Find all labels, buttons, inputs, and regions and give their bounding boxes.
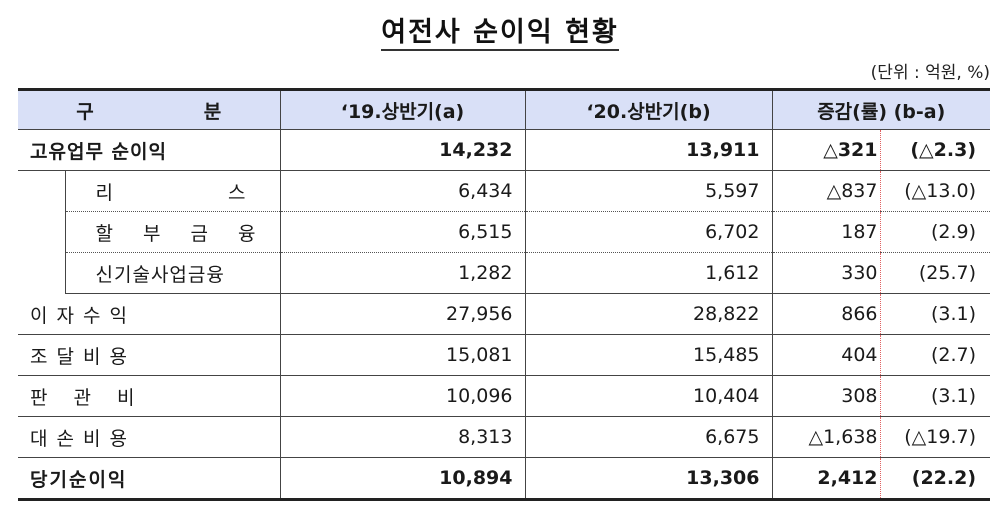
header-col-b: ‘20.상반기(b): [524, 88, 772, 130]
value-a: 6,434: [279, 170, 525, 212]
table-row: 이자수익 27,956 28,822 866 (3.1): [18, 293, 991, 335]
value-a: 8,313: [279, 416, 525, 458]
change-rate: (△19.7): [879, 416, 991, 458]
row-label: 조달비용: [18, 334, 280, 376]
row-label-part1: 리: [95, 181, 113, 204]
change-rate: (△2.3): [879, 129, 991, 171]
header-change: 증감(률) (b-a): [771, 88, 991, 130]
table-row: 대손비용 8,313 6,675 △1,638 (△19.7): [18, 416, 991, 458]
change-rate: (△13.0): [879, 170, 991, 212]
value-b: 6,702: [524, 211, 772, 253]
value-a: 10,096: [279, 375, 525, 417]
table-row: 할 부 금 융 6,515 6,702 187 (2.9): [18, 211, 991, 253]
row-label-part2: 스: [228, 181, 246, 204]
row-label: 당기순이익: [18, 457, 280, 501]
change-value: △837: [771, 170, 880, 212]
change-rate: (2.9): [879, 211, 991, 253]
indent-cell: [18, 171, 65, 294]
value-a: 6,515: [279, 211, 525, 253]
change-value: 404: [771, 334, 880, 376]
value-b: 1,612: [524, 252, 772, 294]
value-a: 27,956: [279, 293, 525, 335]
change-value: 308: [771, 375, 880, 417]
title-text: 여전사 순이익 현황: [381, 17, 619, 51]
change-rate: (25.7): [879, 252, 991, 294]
table-row: 조달비용 15,081 15,485 404 (2.7): [18, 334, 991, 376]
document-title: 여전사 순이익 현황: [0, 10, 1000, 51]
change-rate: (3.1): [879, 375, 991, 417]
change-value: 866: [771, 293, 880, 335]
change-value: △1,638: [771, 416, 880, 458]
value-b: 5,597: [524, 170, 772, 212]
value-a: 1,282: [279, 252, 525, 294]
row-label: 판관비: [18, 375, 280, 417]
value-b: 13,911: [524, 129, 772, 171]
unit-note: (단위 : 억원, %): [870, 63, 990, 83]
value-a: 10,894: [279, 457, 525, 501]
table-row: 판관비 10,096 10,404 308 (3.1): [18, 375, 991, 417]
change-rate: (22.2): [879, 457, 991, 501]
header-col-a: ‘19.상반기(a): [279, 88, 525, 130]
value-a: 14,232: [279, 129, 525, 171]
row-label: 대손비용: [18, 416, 280, 458]
change-rate: (2.7): [879, 334, 991, 376]
change-rate: (3.1): [879, 293, 991, 335]
change-value: 187: [771, 211, 880, 253]
header-category-part1: 구: [76, 100, 94, 123]
value-b: 15,485: [524, 334, 772, 376]
change-value: △321: [771, 129, 880, 171]
value-b: 10,404: [524, 375, 772, 417]
row-label: 할 부 금 융: [64, 211, 280, 253]
table-row-total: 당기순이익 10,894 13,306 2,412 (22.2): [18, 457, 991, 501]
value-b: 13,306: [524, 457, 772, 501]
table-row: 신기술사업금융 1,282 1,612 330 (25.7): [18, 252, 991, 294]
row-label: 이자수익: [18, 293, 280, 335]
change-value: 2,412: [771, 457, 880, 501]
change-value: 330: [771, 252, 880, 294]
value-a: 15,081: [279, 334, 525, 376]
header-category-part2: 분: [203, 100, 222, 123]
row-label: 신기술사업금융: [64, 252, 280, 294]
table-row: 고유업무 순이익 14,232 13,911 △321 (△2.3): [18, 129, 991, 171]
row-label: 고유업무 순이익: [18, 129, 280, 171]
value-b: 6,675: [524, 416, 772, 458]
value-b: 28,822: [524, 293, 772, 335]
